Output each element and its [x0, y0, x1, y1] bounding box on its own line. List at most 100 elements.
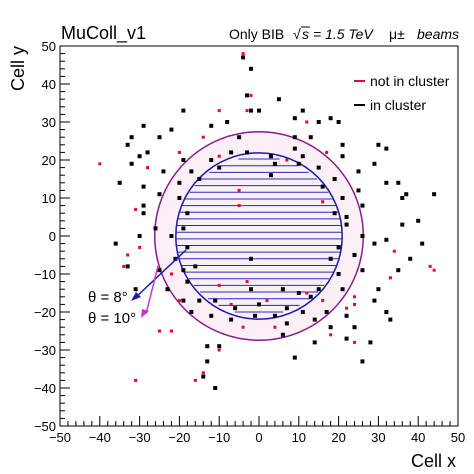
point-in-cluster [217, 165, 222, 170]
point-in-cluster [169, 127, 174, 132]
point-not-in-cluster [353, 340, 357, 344]
point-not-in-cluster [245, 280, 249, 284]
point-in-cluster [249, 287, 254, 292]
point-in-cluster [276, 97, 281, 102]
point-in-cluster [312, 340, 317, 345]
point-in-cluster [300, 108, 305, 113]
point-in-cluster [141, 211, 146, 216]
y-tick-label: −50 [34, 419, 56, 434]
point-in-cluster [165, 287, 170, 292]
point-in-cluster [229, 150, 234, 155]
point-in-cluster [316, 120, 321, 124]
point-in-cluster [384, 146, 389, 151]
point-in-cluster [141, 123, 146, 128]
point-in-cluster [113, 241, 118, 246]
point-not-in-cluster [329, 333, 333, 337]
point-in-cluster [356, 169, 361, 174]
y-axis: −50 −40 −30 −20 −10 0 10 20 30 40 50 [34, 39, 70, 434]
plot-tag: MuColl_v1 [61, 23, 146, 44]
point-in-cluster [344, 215, 349, 219]
point-not-in-cluster [217, 109, 221, 113]
point-in-cluster [340, 154, 345, 159]
energy-header: Only BIB √ s = 1.5 TeV μ± beams [229, 26, 459, 42]
point-not-in-cluster [353, 295, 357, 299]
point-not-in-cluster [305, 291, 309, 295]
point-in-cluster [125, 142, 130, 147]
point-in-cluster [249, 66, 254, 71]
point-not-in-cluster [138, 245, 142, 249]
theta-10-circle [153, 130, 365, 342]
legend-label-not-in-cluster: not in cluster [370, 73, 450, 89]
point-not-in-cluster [134, 207, 138, 211]
point-in-cluster [328, 256, 333, 261]
point-not-in-cluster [98, 162, 102, 166]
point-in-cluster [384, 180, 389, 185]
x-tick-label: 30 [371, 430, 385, 445]
point-in-cluster [332, 177, 337, 181]
point-in-cluster [280, 332, 285, 337]
point-in-cluster [268, 154, 273, 159]
point-not-in-cluster [217, 283, 221, 287]
point-in-cluster [233, 306, 238, 311]
point-in-cluster [177, 196, 182, 200]
point-in-cluster [125, 264, 130, 269]
point-not-in-cluster [237, 204, 241, 208]
point-in-cluster [185, 279, 190, 284]
point-in-cluster [336, 120, 341, 124]
point-not-in-cluster [265, 299, 269, 303]
point-not-in-cluster [428, 264, 432, 268]
x-tick-label: 0 [255, 430, 262, 445]
point-not-in-cluster [169, 272, 173, 276]
y-tick-label: 40 [42, 77, 56, 92]
point-not-in-cluster [201, 135, 205, 139]
x-tick-label: −20 [168, 430, 190, 445]
point-not-in-cluster [285, 158, 289, 162]
point-in-cluster [368, 340, 373, 345]
point-not-in-cluster [237, 188, 241, 192]
point-in-cluster [181, 226, 186, 231]
theta-8-label: θ = 8° [88, 289, 128, 306]
point-not-in-cluster [345, 306, 349, 310]
point-in-cluster [245, 93, 250, 98]
point-not-in-cluster [353, 302, 357, 306]
header-particles: μ± [389, 26, 405, 42]
theta-8-hatch [175, 158, 343, 313]
theta-10-arrow [141, 265, 159, 318]
point-in-cluster [129, 161, 134, 166]
point-in-cluster [185, 245, 190, 250]
point-in-cluster [340, 196, 345, 200]
point-not-in-cluster [122, 264, 126, 268]
point-in-cluster [257, 302, 261, 307]
point-in-cluster [237, 135, 242, 140]
sqrt-arg: s [302, 26, 309, 42]
point-not-in-cluster [241, 325, 245, 329]
y-tick-label: −10 [34, 267, 56, 282]
point-in-cluster [356, 188, 361, 193]
y-tick-label: 0 [49, 229, 56, 244]
point-in-cluster [320, 184, 325, 189]
point-in-cluster [141, 184, 146, 189]
header-beams: beams [417, 26, 459, 42]
point-in-cluster [344, 313, 349, 318]
point-in-cluster [137, 234, 142, 238]
point-not-in-cluster [249, 93, 253, 97]
point-in-cluster [308, 135, 313, 140]
point-in-cluster [185, 211, 190, 216]
point-in-cluster [336, 272, 341, 276]
point-in-cluster [189, 169, 194, 174]
point-in-cluster [344, 222, 349, 227]
point-in-cluster [181, 158, 186, 162]
point-in-cluster [153, 226, 158, 231]
y-tick-label: −20 [34, 305, 56, 320]
point-in-cluster [272, 313, 277, 318]
point-in-cluster [388, 317, 393, 322]
y-tick-label: 20 [42, 153, 56, 168]
point-in-cluster [360, 268, 365, 273]
x-tick-label: −10 [208, 430, 230, 445]
point-in-cluster [197, 177, 202, 181]
point-in-cluster [316, 165, 321, 170]
point-in-cluster [312, 317, 317, 322]
point-in-cluster [137, 154, 142, 159]
point-in-cluster [372, 161, 377, 166]
